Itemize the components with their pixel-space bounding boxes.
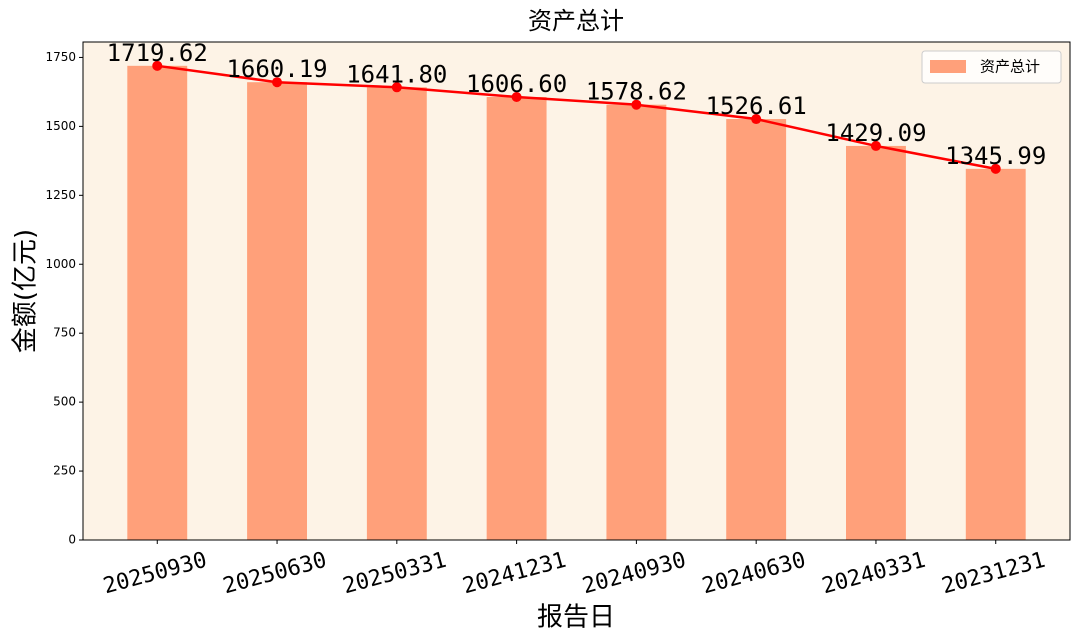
x-axis-label: 报告日 <box>537 603 615 633</box>
plot-background <box>83 42 1070 540</box>
y-tick-label: 1750 <box>45 50 76 64</box>
value-label: 1578.62 <box>586 78 687 106</box>
y-tick-label: 1000 <box>45 257 76 271</box>
y-tick-label: 1500 <box>45 119 76 133</box>
point-marker <box>391 82 402 93</box>
y-tick-label: 250 <box>53 464 76 478</box>
y-tick-label: 500 <box>53 395 76 409</box>
point-marker <box>870 140 881 151</box>
x-tick-label: 20240331 <box>819 548 928 600</box>
value-label: 1606.60 <box>466 70 567 98</box>
legend: 资产总计 <box>921 50 1062 84</box>
plot-frame <box>82 41 1071 541</box>
x-tick-label: 20231231 <box>939 548 1048 600</box>
y-tick-label: 0 <box>68 533 76 547</box>
legend-swatch <box>930 60 966 73</box>
bar <box>247 82 307 541</box>
y-tick-label: 1250 <box>45 188 76 202</box>
x-tick-label: 20250630 <box>221 548 330 600</box>
point-marker <box>990 163 1001 174</box>
legend-box <box>921 50 1062 84</box>
bar <box>726 119 787 540</box>
value-label: 1526.61 <box>706 92 807 120</box>
trend-line <box>157 64 996 171</box>
point-marker <box>631 99 642 110</box>
y-axis-label: 金额(亿元) <box>11 229 41 353</box>
value-label: 1660.19 <box>226 55 327 83</box>
point-marker <box>511 91 522 102</box>
x-tick-label: 20241231 <box>460 548 569 600</box>
x-tick-label: 20250930 <box>101 548 210 600</box>
point-marker <box>152 60 163 71</box>
chart-title: 资产总计 <box>528 7 624 35</box>
bar <box>965 168 1026 540</box>
y-tick-label: 750 <box>53 326 76 340</box>
value-label: 1719.62 <box>107 39 208 67</box>
x-tick-label: 20250331 <box>340 548 449 600</box>
bar <box>606 104 667 541</box>
bar <box>486 96 547 540</box>
bar <box>846 145 906 540</box>
value-label: 1345.99 <box>945 142 1046 170</box>
bar <box>366 87 427 540</box>
x-tick-label: 20240630 <box>700 548 809 600</box>
bar <box>127 65 188 541</box>
value-label: 1641.80 <box>346 60 447 88</box>
legend-label: 资产总计 <box>980 58 1040 76</box>
point-marker <box>272 77 283 88</box>
point-marker <box>751 114 762 125</box>
value-label: 1429.09 <box>825 119 926 147</box>
x-tick-label: 20240930 <box>580 548 689 600</box>
